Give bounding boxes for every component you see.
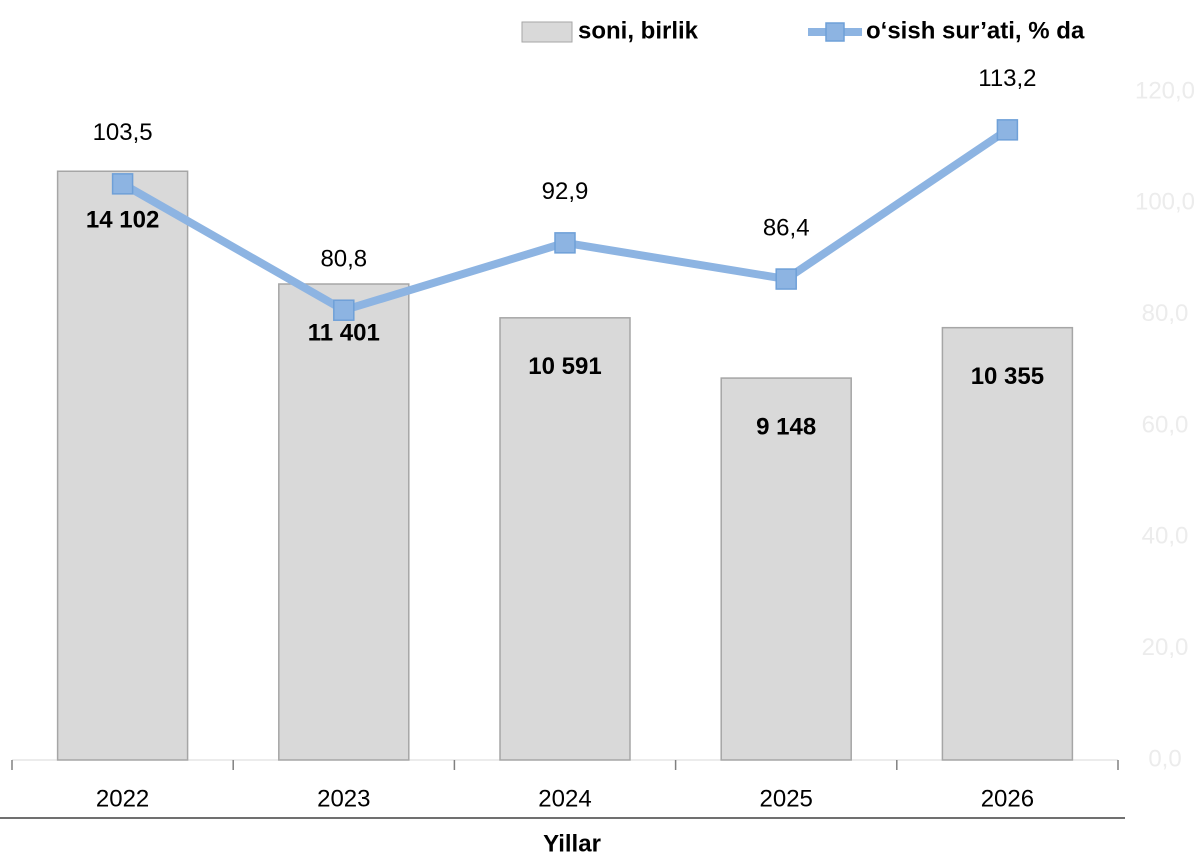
line-value-label: 86,4 xyxy=(763,214,810,241)
x-tick-label: 2025 xyxy=(760,785,813,812)
y2-tick-label: 100,0 xyxy=(1135,189,1195,216)
line-marker xyxy=(554,232,576,254)
bar xyxy=(56,170,189,761)
y2-tick-label: 120,0 xyxy=(1135,77,1195,104)
line-marker xyxy=(333,299,355,321)
bar-value-label: 10 355 xyxy=(971,363,1044,390)
line-value-label: 103,5 xyxy=(93,119,153,146)
y2-tick-label: 40,0 xyxy=(1142,523,1189,550)
line-value-label: 92,9 xyxy=(542,178,589,205)
x-tick-label: 2023 xyxy=(317,785,370,812)
bar-value-label: 10 591 xyxy=(528,353,601,380)
y2-tick-label: 80,0 xyxy=(1142,300,1189,327)
line xyxy=(120,126,1010,315)
x-tick-label: 2026 xyxy=(981,785,1034,812)
legend-swatch xyxy=(825,22,845,42)
line-marker xyxy=(111,173,134,195)
bar-value-label: 11 401 xyxy=(308,319,380,346)
y2-tick-label: 0,0 xyxy=(1148,745,1181,772)
bar xyxy=(720,377,852,761)
y2-tick-label: 20,0 xyxy=(1142,634,1189,661)
bar-value-label: 9 148 xyxy=(756,413,816,440)
x-tick-label: 2022 xyxy=(96,785,149,812)
x-tick-label: 2024 xyxy=(538,785,591,812)
bar xyxy=(941,326,1074,761)
legend-label: o‘sish sur’ati, % da xyxy=(866,17,1085,44)
line-marker xyxy=(775,268,797,290)
bar xyxy=(278,283,410,761)
line-marker xyxy=(996,119,1019,141)
y2-tick-label: 60,0 xyxy=(1142,411,1189,438)
line-value-label: 80,8 xyxy=(320,246,367,273)
legend-swatch xyxy=(521,21,573,43)
legend-label: soni, birlik xyxy=(578,17,699,44)
bar xyxy=(499,317,631,761)
x-axis-title: Yillar xyxy=(543,830,601,856)
bar-value-label: 14 102 xyxy=(86,207,159,234)
line-value-label: 113,2 xyxy=(978,65,1036,92)
